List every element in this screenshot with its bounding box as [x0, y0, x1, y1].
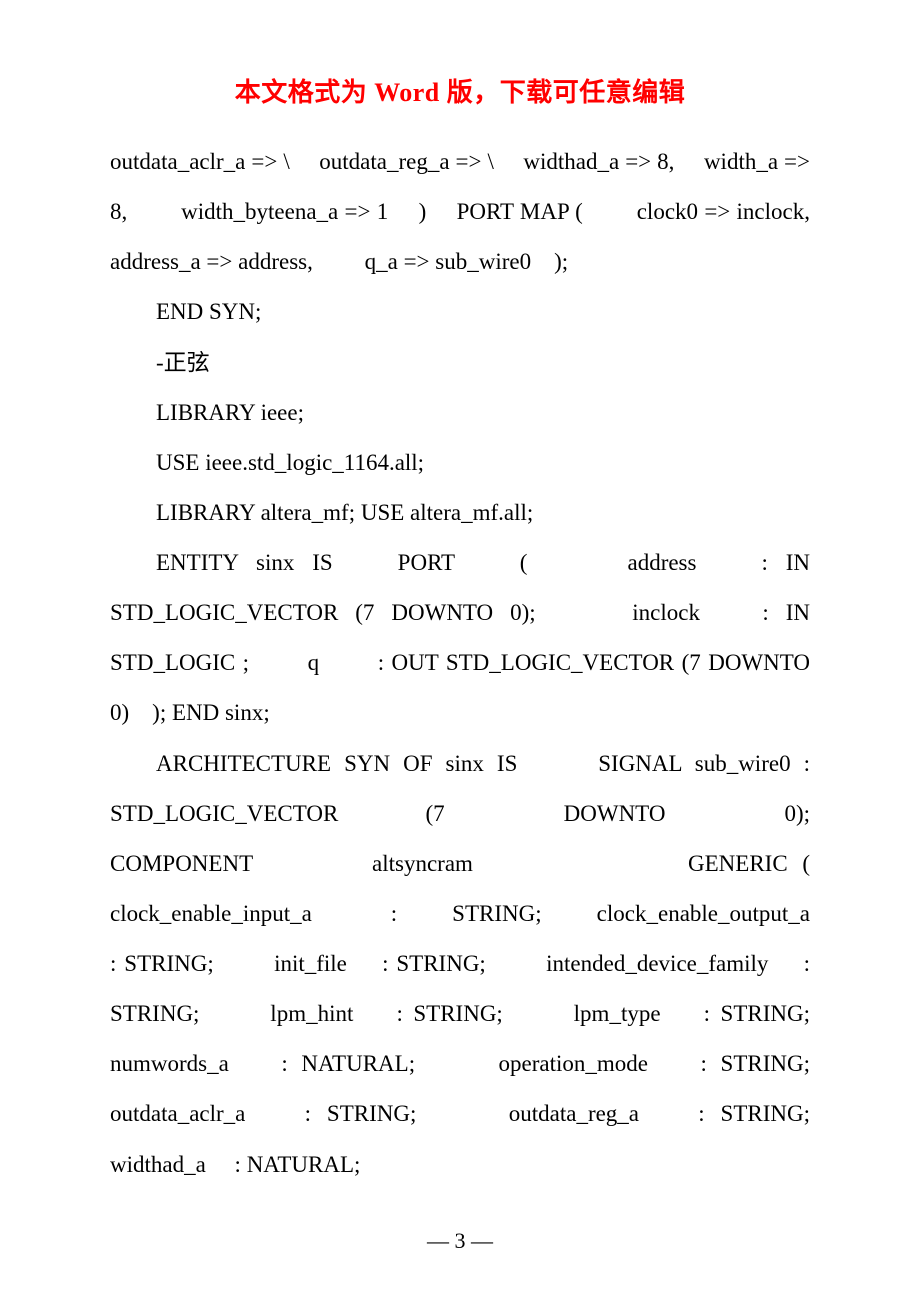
- paragraph: -正弦: [110, 338, 810, 388]
- paragraph: LIBRARY altera_mf; USE altera_mf.all;: [110, 488, 810, 538]
- paragraph: ENTITY sinx IS PORT ( address : IN STD_L…: [110, 538, 810, 739]
- paragraph: USE ieee.std_logic_1164.all;: [110, 438, 810, 488]
- document-header: 本文格式为 Word 版，下载可任意编辑: [110, 72, 810, 109]
- paragraph: LIBRARY ieee;: [110, 388, 810, 438]
- paragraph: ARCHITECTURE SYN OF sinx IS SIGNAL sub_w…: [110, 739, 810, 1190]
- paragraph: outdata_aclr_a => \ outdata_reg_a => \ w…: [110, 137, 810, 287]
- page-number: — 3 —: [0, 1228, 920, 1254]
- paragraph: END SYN;: [110, 287, 810, 337]
- document-body: outdata_aclr_a => \ outdata_reg_a => \ w…: [110, 137, 810, 1190]
- document-page: 本文格式为 Word 版，下载可任意编辑 outdata_aclr_a => \…: [0, 0, 920, 1302]
